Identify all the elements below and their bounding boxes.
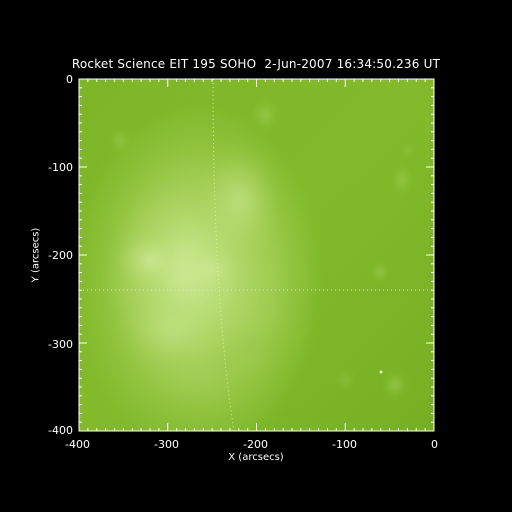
x-tick-label: -400: [65, 438, 90, 451]
y-tick-label: -100: [48, 161, 73, 174]
x-tick-label: -300: [154, 438, 179, 451]
y-axis-label: Y (arcsecs): [30, 227, 42, 283]
y-tick-label: -400: [48, 424, 73, 437]
x-tick-label: -200: [243, 438, 268, 451]
solar-euv-image: [79, 79, 434, 431]
y-tick-label: -300: [48, 338, 73, 351]
x-tick-label: 0: [431, 438, 438, 451]
image-title: Rocket Science EIT 195 SOHO 2-Jun-2007 1…: [71, 57, 441, 71]
y-tick-label: 0: [66, 73, 73, 86]
y-tick-label: -200: [48, 249, 73, 262]
x-tick-label: -100: [332, 438, 357, 451]
x-axis-label: X (arcsecs): [228, 452, 284, 463]
